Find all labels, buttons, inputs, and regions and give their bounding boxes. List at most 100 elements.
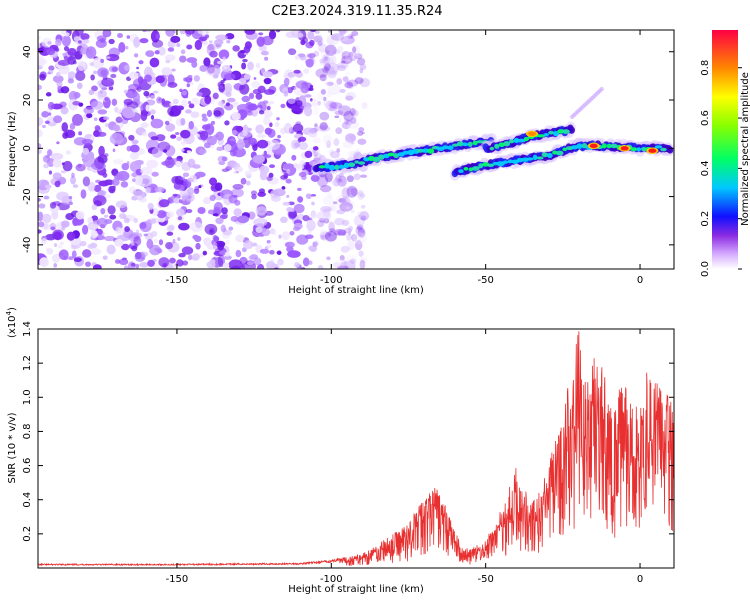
spectrogram-noise-blob	[38, 55, 45, 68]
spectrogram-noise-blob	[150, 30, 160, 43]
spectrogram-noise-blob	[263, 150, 267, 156]
spectrogram-peak	[589, 143, 598, 149]
spectrogram-branch-highlight	[610, 143, 619, 149]
spectrogram-noise-blob	[84, 261, 91, 267]
spectrogram-noise-blob	[359, 193, 366, 198]
spectrogram-noise-blob	[232, 45, 240, 52]
spectrogram-noise-blob	[156, 96, 162, 104]
spectrogram-noise-blob	[188, 120, 194, 130]
spectrogram-noise-blob	[222, 56, 227, 62]
spectrogram-noise-blob	[168, 224, 175, 231]
spectrogram-noise-blob	[325, 100, 337, 111]
spectrogram-noise-blob	[215, 131, 224, 141]
spectrogram-noise-blob	[262, 100, 269, 104]
spectrogram-noise-blob	[259, 170, 268, 181]
spectrogram-noise-blob	[180, 148, 185, 152]
spectrogram-noise-blob	[182, 260, 189, 266]
spectrogram-branch-highlight	[494, 143, 500, 149]
spectrogram-noise-blob	[216, 146, 224, 152]
spectrogram-noise-blob	[80, 189, 87, 199]
spectrogram-noise-blob	[187, 177, 194, 183]
spectrogram-noise-blob	[274, 121, 280, 127]
spectrogram-branch-highlight	[641, 147, 647, 152]
spectrogram-noise-blob	[323, 56, 329, 61]
spectrogram-noise-blob	[134, 159, 144, 166]
spectrogram-noise-blob	[214, 182, 223, 192]
spectrogram-noise-blob	[53, 115, 63, 124]
spectrogram-noise-blob	[48, 112, 52, 116]
spectrogram-noise-blob	[38, 148, 42, 155]
spectrogram-noise-blob	[116, 170, 130, 181]
spectrogram-noise-blob	[346, 175, 354, 183]
spectrogram-noise-blob	[203, 237, 212, 247]
spectrogram-noise-blob	[358, 127, 365, 133]
spectrogram-noise-blob	[210, 120, 216, 125]
spectrogram-noise-blob	[338, 264, 347, 269]
spectrogram-noise-blob	[345, 71, 351, 77]
spectrogram-noise-blob	[337, 178, 343, 183]
spectrogram-noise-blob	[333, 138, 340, 147]
spectrogram-noise-blob	[312, 241, 318, 247]
spectrogram-noise-blob	[201, 113, 207, 119]
spectrogram-noise-blob	[354, 239, 363, 251]
spectrogram-noise-blob	[310, 193, 317, 197]
spectrogram-noise-blob	[179, 55, 187, 63]
spectrogram-noise-blob	[97, 109, 108, 115]
spectrogram-noise-blob	[340, 261, 351, 269]
spectrogram-noise-blob	[260, 50, 269, 56]
snr-multiplier-base: (x10	[7, 315, 18, 338]
spectrogram-noise-blob	[204, 223, 218, 235]
spectrogram-frame	[37, 29, 675, 270]
spectrogram-noise-blob	[357, 211, 365, 218]
spectrogram-noise-blob	[156, 248, 163, 254]
spectrogram-noise-blob	[275, 30, 281, 33]
spectrogram-noise-blob	[226, 97, 236, 103]
spectrogram-noise-blob	[90, 248, 102, 255]
spectrogram-noise-blob	[335, 174, 342, 183]
spectrogram-noise-blob	[75, 70, 86, 82]
spectrogram-noise-blob	[178, 199, 183, 204]
spectrogram-noise-blob	[223, 83, 233, 93]
spectrogram-noise-blob	[355, 225, 365, 236]
spectrogram-noise-blob	[262, 116, 271, 126]
spectrogram-noise-blob	[98, 180, 110, 187]
spectrogram-noise-blob	[255, 124, 264, 134]
spectrogram-noise-blob	[326, 140, 331, 149]
spectrogram-noise-blob	[352, 46, 357, 53]
spectrogram-branch-highlight	[427, 148, 435, 154]
spectrogram-noise-blob	[349, 258, 356, 264]
spectrogram-noise-blob	[302, 36, 308, 44]
spectrogram-noise-blob	[161, 160, 173, 166]
snr-x-tick-label: -100	[320, 574, 343, 585]
spectrogram-noise-blob	[167, 47, 175, 52]
spectrogram-noise-blob	[131, 245, 138, 252]
spectrogram-noise-blob	[212, 213, 219, 217]
spectrogram-noise-blob	[272, 229, 277, 236]
spectrogram-noise-blob	[179, 188, 189, 199]
spectrogram-noise-blob	[92, 195, 107, 206]
spectrogram-branch-highlight	[334, 164, 340, 171]
colorbar-label: Normalized spectral amplitude	[740, 72, 750, 226]
spectrogram-noise-blob	[109, 214, 117, 220]
spectrogram-noise-blob	[91, 161, 106, 171]
spectrogram-noise-blob	[46, 247, 54, 255]
spectrogram-noise-blob	[204, 95, 212, 105]
spectrogram-noise-blob	[176, 105, 185, 111]
spectrogram-noise-blob	[350, 34, 353, 39]
spectrogram-noise-blob	[181, 90, 187, 96]
spectrogram-noise-blob	[41, 111, 49, 118]
spectrogram-noise-blob	[206, 31, 209, 34]
spectrogram-noise-blob	[56, 191, 70, 201]
spectrogram-noise-blob	[339, 201, 353, 212]
spectrogram-noise-blob	[185, 109, 192, 114]
spectrogram-noise-blob	[38, 203, 46, 209]
spectrogram-noise-blob	[323, 218, 330, 224]
spectrogram-noise-blob	[60, 220, 70, 228]
spectrogram-noise-blob	[192, 234, 199, 240]
spectrogram-noise-blob	[361, 131, 365, 135]
spectrogram-noise-blob	[118, 258, 129, 266]
spectrogram-noise-blob	[47, 116, 55, 123]
spectrogram-noise-blob	[181, 195, 187, 202]
spectrogram-noise-blob	[133, 36, 141, 48]
snr-y-ticks: 0.2 0.4 0.6 0.8 1.0 1.2 1.4	[22, 321, 674, 542]
